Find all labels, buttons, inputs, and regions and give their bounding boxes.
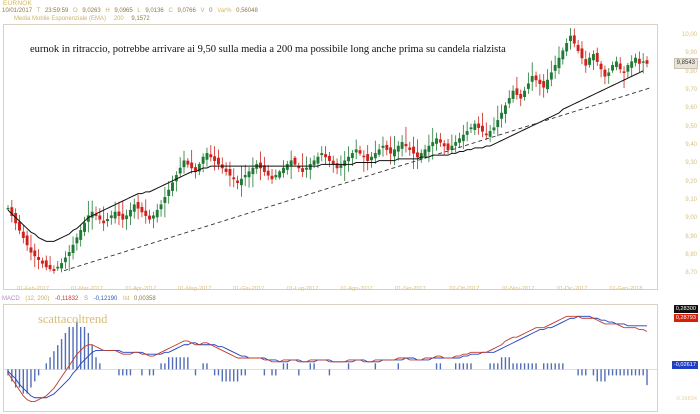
date-axis-tick: 01-Gen-2018	[609, 286, 643, 292]
ohlc-readout: 10/01/2017 T 23:59:59 O 9,0263 H 9,0965 …	[2, 8, 261, 14]
close-key: C	[168, 8, 173, 14]
price-axis-tick: 8,80	[685, 252, 697, 258]
symbol-label[interactable]: EURNOK	[3, 0, 33, 7]
open-key: O	[72, 8, 78, 14]
watermark-label: scattacoltrend	[38, 312, 108, 326]
variation-key: Var%	[217, 8, 232, 14]
close-value: 9,0766	[177, 8, 196, 14]
ema-indicator-legend[interactable]: Media Mobile Esponenziale (EMA) 200 9,15…	[14, 16, 156, 22]
price-axis-tick: 9,90	[685, 50, 697, 57]
macd-tag-upper: 0,28300	[673, 305, 698, 313]
price-axis-tick: 10,00	[681, 32, 697, 38]
low-value: 9,0136	[145, 8, 164, 14]
price-axis-tick: 9,00	[685, 215, 697, 222]
macd-tag-signal: -0,02617	[671, 361, 698, 369]
macd-tag-line: 0,28793	[673, 314, 698, 322]
date-axis: 01-Feb-2017 01-Mar-2017 01-Apr-2017 01-Mag-…	[3, 286, 658, 296]
price-axis-tick: 9,60	[685, 105, 697, 112]
quote-strip: EURNOK 10/01/2017 T 23:59:59 O 9,0263 H …	[0, 0, 700, 25]
time-key: T	[36, 8, 41, 14]
price-axis-tick: 9,50	[685, 123, 697, 130]
date-axis-tick: 01-Dic-2017	[556, 286, 588, 292]
price-axis-tick: 8,90	[685, 233, 697, 240]
date-axis-tick: 01-Set-2017	[394, 286, 426, 292]
date-axis-tick: 01-Ago-2017	[340, 286, 373, 292]
price-axis: 10,00 9,90 9,80 9,70 9,60 9,50 9,40 9,30 9,20 9,1…	[658, 24, 699, 290]
date-axis-tick: 02-Ott-2017	[449, 286, 480, 292]
ema-indicator-period: 200	[113, 16, 124, 22]
macd-legend[interactable]: MACD (12, 200) -0,11832 S -0,12190 Ist 0…	[2, 296, 156, 302]
volume-key: V	[200, 8, 205, 14]
date-axis-tick: 01-Mag-2017	[178, 286, 212, 292]
price-axis-tick: 9,30	[685, 160, 697, 167]
price-axis-tick: 8,70	[685, 270, 697, 277]
macd-params: (12, 200)	[25, 296, 50, 302]
date-axis-tick: 01-Nov-2017	[502, 286, 535, 292]
price-chart-pane[interactable]	[3, 24, 658, 290]
date-axis-tick: 01-Giu-2017	[233, 286, 265, 292]
ema-indicator-name: Media Mobile Esponenziale (EMA)	[14, 16, 107, 22]
date-axis-tick: 01-Lug-2017	[286, 286, 319, 292]
macd-axis-bottom-tick: -0,16834	[674, 396, 697, 402]
macd-axis: 0,28300 0,28793 -0,02617 -0,16834	[658, 304, 699, 412]
date-axis-tick: 01-Mar-2017	[70, 286, 103, 292]
macd-label: MACD	[2, 296, 20, 302]
current-price-tag: 9,8543	[673, 57, 698, 69]
quote-time: 23:59:59	[44, 8, 69, 14]
volume-value: 0	[209, 8, 213, 14]
price-axis-tick: 9,10	[685, 197, 697, 203]
high-key: H	[105, 8, 110, 14]
price-axis-tick: 9,80	[685, 68, 697, 75]
macd-value: -0,11832	[55, 296, 79, 302]
price-axis-tick: 9,70	[685, 87, 697, 93]
quote-date: 10/01/2017	[2, 8, 33, 14]
price-axis-tick: 9,40	[685, 142, 697, 148]
price-chart-canvas[interactable]	[4, 25, 657, 289]
date-axis-tick: 01-Feb-2017	[16, 286, 50, 292]
high-value: 9,0965	[114, 8, 133, 14]
macd-chart-pane[interactable]	[3, 304, 658, 412]
low-key: L	[137, 8, 141, 14]
macd-hist-key: Ist	[123, 296, 130, 302]
macd-hist-value: 0,00358	[134, 296, 156, 302]
variation-value: 0,56048	[236, 8, 258, 14]
macd-chart-canvas[interactable]	[4, 305, 657, 411]
chart-annotation-text: eurnok in ritraccio, potrebbe arrivare a…	[30, 44, 506, 55]
open-value: 9,0263	[82, 8, 101, 14]
price-axis-tick: 9,20	[685, 178, 697, 185]
macd-signal-value: -0,12190	[93, 296, 118, 302]
ema-indicator-value: 9,1572	[131, 16, 150, 22]
date-axis-tick: 01-Apr-2017	[125, 286, 157, 292]
macd-signal-key: S	[83, 296, 88, 302]
